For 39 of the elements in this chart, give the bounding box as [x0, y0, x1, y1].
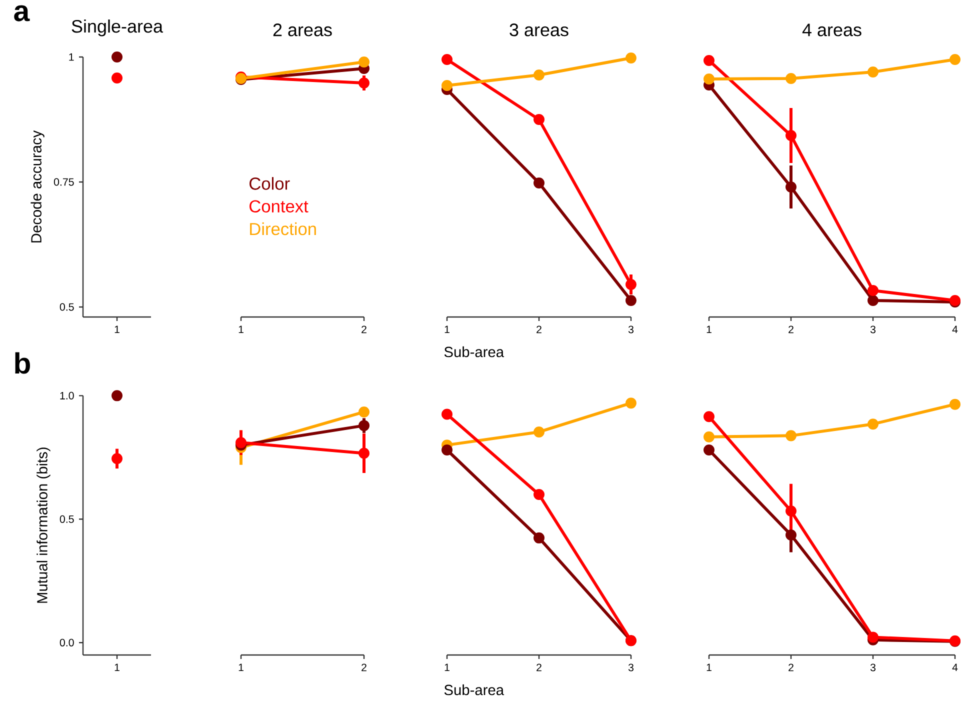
chart-title: 2 areas — [273, 24, 332, 36]
text: Context — [250, 200, 308, 212]
x-tick-label: 3 — [628, 326, 634, 334]
x-tick-label: 2 — [362, 326, 366, 334]
x-axis-title: Sub-area — [444, 346, 504, 358]
x-tick-label: 1 — [114, 664, 120, 672]
text: b — [15, 352, 30, 374]
chart-title: Single-area — [72, 19, 164, 36]
x-tick-label: 2 — [788, 664, 794, 672]
x-tick-label: 1 — [444, 326, 450, 334]
x-tick-label: 2 — [788, 326, 794, 334]
x-tick-label: 1 — [444, 664, 450, 672]
y-axis-title: Decode accuracy — [30, 130, 44, 242]
chart-title: 4 areas — [802, 24, 862, 36]
y-axis-title: Mutual information (bits) — [36, 448, 50, 603]
y-tick-label: 0.5 — [60, 303, 74, 311]
x-tick-label: 1 — [238, 664, 244, 672]
y-tick-label: 0.0 — [60, 638, 74, 646]
x-tick-label: 1 — [706, 326, 712, 334]
y-tick-label: 0.5 — [60, 515, 74, 523]
x-tick-label: 3 — [870, 326, 876, 334]
text: a — [14, 5, 30, 22]
x-tick-label: 2 — [536, 664, 542, 672]
y-tick-label: 1 — [69, 53, 74, 61]
x-tick-label: 1 — [114, 326, 120, 334]
y-tick-label: 0.75 — [54, 178, 74, 186]
x-tick-label: 4 — [952, 326, 958, 334]
x-tick-label: 1 — [238, 326, 244, 334]
text: Color — [250, 177, 290, 190]
text: Direction — [250, 222, 316, 236]
x-tick-label: 2 — [536, 326, 542, 334]
y-tick-label: 1.0 — [60, 392, 74, 400]
x-tick-label: 4 — [952, 664, 958, 672]
x-axis-title: Sub-area — [444, 684, 504, 696]
x-tick-label: 1 — [706, 664, 712, 672]
chart-title: 3 areas — [510, 24, 568, 36]
x-tick-label: 3 — [870, 664, 876, 672]
x-tick-label: 3 — [628, 664, 634, 672]
x-tick-label: 2 — [362, 664, 366, 672]
